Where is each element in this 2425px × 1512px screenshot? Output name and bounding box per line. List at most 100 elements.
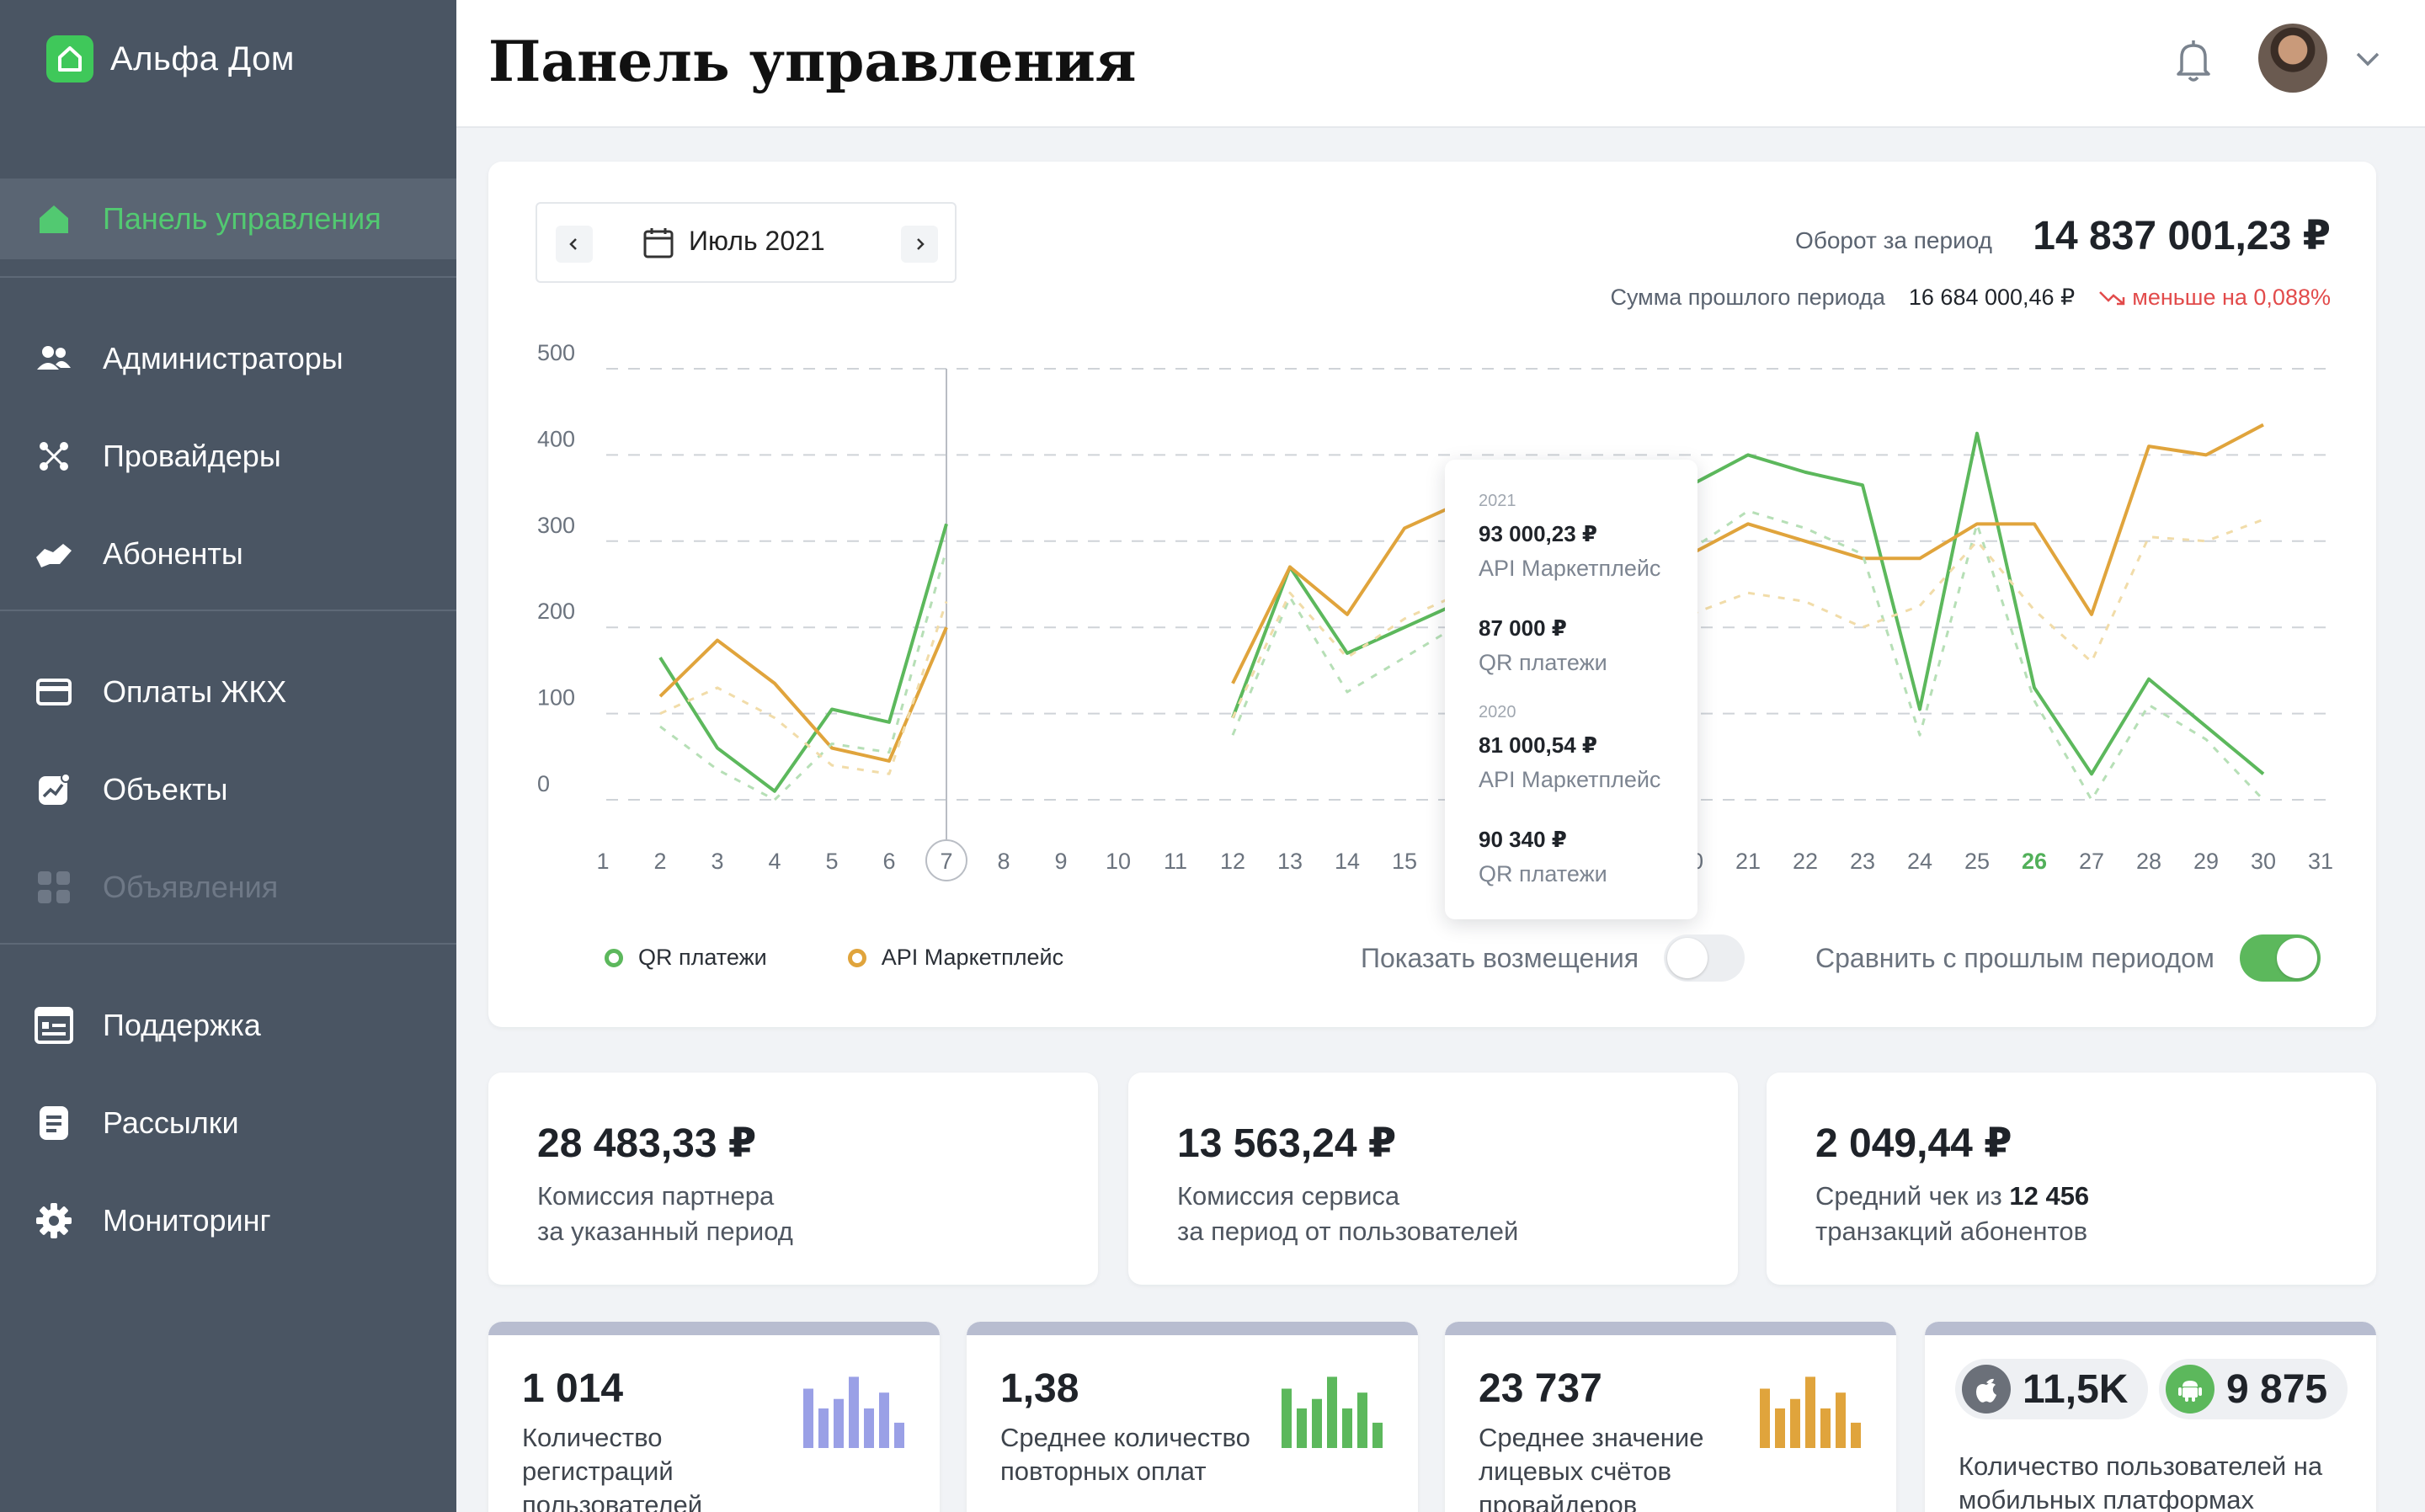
chevron-down-icon[interactable] [2351, 42, 2385, 76]
stat-line: транзакций абонентов [1815, 1217, 2088, 1246]
previous-period-label: Сумма прошлого периода [1610, 285, 1885, 310]
sidebar-item-mailings[interactable]: Рассылки [0, 1083, 456, 1163]
mini-bar [818, 1408, 829, 1448]
x-tick-label[interactable]: 7 [940, 849, 952, 874]
x-tick-label[interactable]: 9 [1054, 849, 1067, 874]
card-accent-bar [488, 1322, 940, 1335]
series-line[interactable] [659, 518, 2264, 797]
stat-value: 13 563,24 ₽ [1177, 1121, 1397, 1166]
turnover-value: 14 837 001,23 ₽ [2033, 214, 2331, 258]
next-period-button[interactable] [901, 226, 938, 263]
small-card-mobile-platforms: 11,5K 9 875 Количество пользователей на … [1925, 1322, 2376, 1512]
series-line[interactable] [658, 431, 2265, 793]
sidebar-item-admins[interactable]: Администраторы [0, 318, 456, 399]
tooltip-value: 87 000 ₽ [1479, 615, 1567, 641]
x-tick-label[interactable]: 25 [1964, 849, 1990, 874]
mini-bar [1836, 1392, 1846, 1448]
small-card-description: Количество пользователей на мобильных пл… [1959, 1451, 2323, 1512]
tooltip-series-label: API Маркетплейс [1479, 767, 1661, 792]
y-tick-label: 0 [537, 771, 550, 796]
sidebar-item-utility-payments[interactable]: Оплаты ЖКХ [0, 652, 456, 732]
x-tick-label[interactable]: 6 [882, 849, 895, 874]
document-icon [34, 1103, 74, 1143]
sidebar-item-monitoring[interactable]: Мониторинг [0, 1180, 456, 1261]
tooltip-series-label: QR платежи [1479, 861, 1607, 886]
logo-house-icon [46, 35, 93, 83]
sidebar-item-announcements[interactable]: Объявления [0, 847, 456, 928]
android-icon [2166, 1365, 2214, 1414]
tooltip-series-label: QR платежи [1479, 650, 1607, 675]
series-line[interactable] [659, 509, 2265, 801]
card-accent-bar [967, 1322, 1418, 1335]
small-card-value: 1,38 [1000, 1366, 1079, 1411]
selected-day-marker[interactable] [925, 839, 967, 881]
apple-icon [1962, 1365, 2011, 1414]
app-name: Альфа Дом [110, 40, 295, 77]
compare-row: Сравнить с прошлым периодом [1815, 934, 2321, 982]
stat-line: за период от пользователей [1177, 1217, 1519, 1246]
x-tick-label[interactable]: 8 [997, 849, 1010, 874]
sidebar-item-label: Панель управления [103, 201, 381, 236]
small-card-description: Среднее количество повторных оплат [1000, 1423, 1250, 1486]
mini-bar [1327, 1376, 1337, 1448]
x-tick-label[interactable]: 14 [1335, 849, 1360, 874]
compare-label: Сравнить с прошлым периодом [1815, 942, 2214, 973]
x-tick-label[interactable]: 28 [2136, 849, 2161, 874]
tooltip-series-label: API Маркетплейс [1479, 556, 1661, 581]
x-tick-label[interactable]: 27 [2079, 849, 2104, 874]
support-icon [34, 1005, 74, 1046]
stat-line-highlight: 12 456 [2009, 1181, 2090, 1211]
x-tick-label[interactable]: 22 [1793, 849, 1818, 874]
previous-period-value: 16 684 000,46 ₽ [1908, 285, 2076, 310]
stat-line: за указанный период [537, 1217, 793, 1246]
mini-bar [1820, 1408, 1831, 1448]
avatar[interactable] [2258, 24, 2327, 93]
x-tick-label[interactable]: 2 [653, 849, 666, 874]
x-tick-label[interactable]: 10 [1106, 849, 1131, 874]
chart-tooltip: 2021 93 000,23 ₽ API Маркетплейс 87 000 … [1445, 460, 1698, 919]
mini-bar-chart [1282, 1376, 1383, 1448]
sidebar-item-subscribers[interactable]: Абоненты [0, 514, 456, 594]
x-tick-label[interactable]: 15 [1392, 849, 1417, 874]
x-tick-label[interactable]: 21 [1735, 849, 1761, 874]
tooltip-year: 2021 [1479, 492, 1516, 510]
mini-bar-chart [803, 1376, 904, 1448]
x-tick-label[interactable]: 24 [1907, 849, 1932, 874]
home-icon [34, 199, 74, 239]
x-tick-label[interactable]: 11 [1164, 849, 1187, 874]
show-refunds-toggle[interactable] [1664, 934, 1745, 982]
android-pill: 9 875 [2159, 1359, 2348, 1419]
handshake-icon [34, 534, 74, 574]
x-tick-label[interactable]: 3 [711, 849, 723, 874]
sidebar-item-support[interactable]: Поддержка [0, 985, 456, 1066]
legend-item-api[interactable]: API Маркетплейс [847, 945, 1063, 971]
prev-period-button[interactable] [556, 226, 593, 263]
sidebar-item-objects[interactable]: Объекты [0, 749, 456, 830]
app-logo[interactable]: Альфа Дом [46, 35, 295, 83]
series-line[interactable] [658, 423, 2264, 776]
x-tick-label[interactable]: 26 [2022, 849, 2047, 874]
x-tick-label[interactable]: 5 [825, 849, 838, 874]
x-tick-label[interactable]: 30 [2251, 849, 2276, 874]
small-card-registrations: 1 014 Количество регистраций пользовател… [488, 1322, 940, 1512]
x-tick-label[interactable]: 31 [2308, 849, 2333, 874]
android-users-value: 9 875 [2226, 1366, 2328, 1412]
sidebar-item-dashboard[interactable]: Панель управления [0, 178, 456, 259]
x-tick-label[interactable]: 12 [1220, 849, 1245, 874]
bell-icon[interactable] [2170, 35, 2217, 86]
legend-marker [605, 948, 623, 967]
sidebar-item-label: Объявления [103, 870, 279, 904]
period-label[interactable]: Июль 2021 [689, 226, 825, 256]
x-tick-label[interactable]: 4 [768, 849, 781, 874]
x-tick-label[interactable]: 1 [596, 849, 609, 874]
stat-card-partner-commission: 28 483,33 ₽ Комиссия партнера за указанн… [488, 1073, 1098, 1285]
sidebar-item-providers[interactable]: Провайдеры [0, 416, 456, 497]
x-tick-label[interactable]: 23 [1850, 849, 1875, 874]
x-tick-label[interactable]: 13 [1277, 849, 1303, 874]
compare-toggle[interactable] [2239, 934, 2321, 982]
ios-pill: 11,5K [1955, 1359, 2149, 1419]
x-tick-label[interactable]: 29 [2193, 849, 2219, 874]
legend-item-qr[interactable]: QR платежи [605, 945, 767, 971]
line-chart[interactable]: 0100200300400500123456789101112131415161… [488, 162, 2376, 919]
mini-bar [1312, 1398, 1322, 1448]
